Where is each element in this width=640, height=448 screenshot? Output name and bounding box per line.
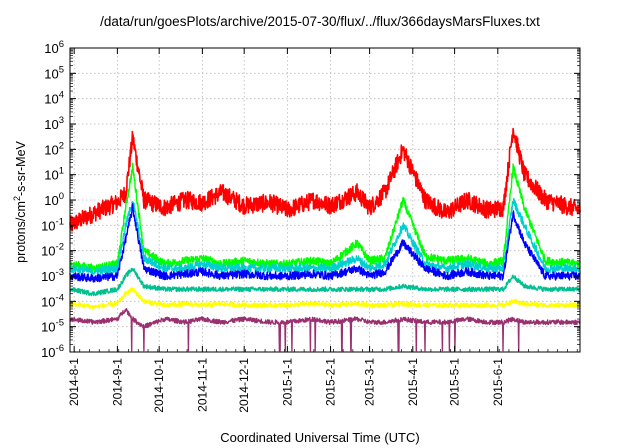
x-tick-label: 2015-4-1 — [406, 358, 420, 406]
y-tick-label: 10-5 — [41, 318, 64, 335]
y-tick-label: 10-4 — [41, 292, 64, 309]
y-tick-label: 10-3 — [41, 267, 64, 284]
x-axis-label: Coordinated Universal Time (UTC) — [220, 430, 420, 445]
y-tick-label: 105 — [44, 64, 64, 81]
chart-title: /data/run/goesPlots/archive/2015-07-30/f… — [100, 14, 540, 29]
y-tick-label: 104 — [44, 90, 64, 107]
x-tick-label: 2014-8-1 — [67, 358, 81, 406]
x-tick-label: 2015-5-1 — [448, 358, 462, 406]
series-line — [69, 287, 581, 310]
series-line — [69, 308, 581, 352]
x-tick-label: 2015-1-1 — [280, 358, 294, 406]
series-line — [69, 127, 581, 231]
series-group — [69, 127, 581, 352]
y-tick-label: 102 — [44, 140, 64, 157]
series-line — [69, 202, 581, 283]
x-tick-label: 2014-9-1 — [110, 358, 124, 406]
y-tick-label: 10-6 — [41, 343, 64, 360]
y-tick-label: 10-1 — [41, 216, 64, 233]
x-tick-label: 2014-10-1 — [152, 358, 166, 413]
series-line — [69, 197, 581, 276]
x-ticks: 2014-8-1 2014-9-1 2014-10-1 2014-11-1 2014-1… — [67, 48, 578, 413]
x-tick-label: 2015-6-1 — [491, 358, 505, 406]
x-tick-label: 2015-3-1 — [363, 358, 377, 406]
y-tick-label: 101 — [44, 166, 64, 183]
y-tick-label: 103 — [44, 115, 64, 132]
y-tick-label: 100 — [44, 191, 64, 208]
y-tick-label: 10-2 — [41, 242, 64, 259]
x-tick-label: 2014-12-1 — [237, 358, 251, 413]
series-line — [69, 267, 581, 297]
x-tick-label: 2015-2-1 — [324, 358, 338, 406]
y-tick-label: 106 — [44, 39, 64, 56]
x-tick-label: 2014-11-1 — [195, 358, 209, 412]
